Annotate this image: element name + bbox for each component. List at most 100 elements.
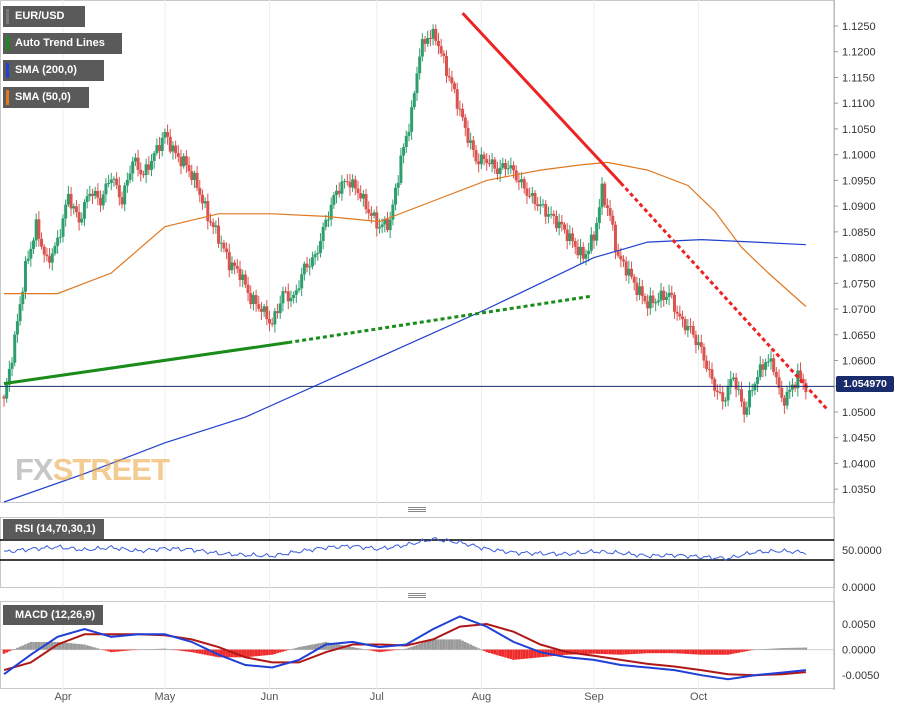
- macd-histogram-bar: [665, 649, 668, 654]
- macd-histogram-bar: [576, 649, 580, 655]
- candle-body: [335, 190, 339, 196]
- macd-histogram-bar: [587, 649, 590, 654]
- macd-histogram-bar: [509, 649, 513, 660]
- macd-histogram-bar: [536, 649, 539, 658]
- candle-body: [664, 296, 668, 300]
- macd-histogram-bar: [219, 649, 223, 658]
- candle-body: [436, 40, 440, 47]
- candle-body: [667, 292, 671, 297]
- macd-histogram-bar: [801, 647, 805, 650]
- macd-histogram-bar: [557, 649, 561, 656]
- candle-body: [187, 165, 191, 172]
- candle-body: [351, 179, 355, 188]
- candle-body: [348, 182, 352, 188]
- candle-body: [616, 251, 620, 256]
- macd-histogram-bar: [45, 641, 49, 650]
- candle-body: [396, 182, 400, 188]
- candle-body: [509, 165, 513, 169]
- candle-body: [367, 209, 371, 214]
- macd-histogram-bar: [168, 649, 172, 650]
- candle-body: [402, 147, 406, 156]
- candle-body: [718, 392, 722, 394]
- legend-sma50[interactable]: SMA (50,0): [3, 87, 89, 108]
- macd-histogram-bar: [356, 648, 360, 650]
- candle-body: [332, 195, 336, 205]
- candle-body: [445, 56, 448, 76]
- candle-body: [101, 194, 105, 206]
- macd-histogram-bar: [407, 647, 411, 650]
- macd-histogram-bar: [630, 649, 633, 655]
- current-price-tag: 1.054970: [836, 376, 894, 392]
- candle-body: [262, 306, 266, 312]
- candle-body: [158, 145, 162, 152]
- macd-histogram-bar: [539, 649, 542, 658]
- candle-body: [32, 240, 35, 249]
- macd-histogram-bar: [115, 649, 118, 652]
- macd-histogram-bar: [292, 648, 295, 650]
- candle-body: [343, 181, 347, 183]
- legend-eurusd[interactable]: EUR/USD: [3, 6, 85, 27]
- macd-histogram-bar: [662, 649, 666, 654]
- candle-body: [230, 262, 234, 271]
- macd-histogram-bar: [227, 649, 231, 658]
- macd-histogram-bar: [402, 648, 405, 650]
- macd-histogram-bar: [273, 649, 277, 654]
- candle-body: [302, 263, 306, 275]
- macd-histogram-bar: [678, 649, 682, 654]
- candle-body: [91, 193, 94, 196]
- macd-histogram-bar: [297, 647, 301, 650]
- y-tick-label: 1.1250: [842, 21, 876, 33]
- candle-body: [780, 387, 784, 398]
- candle-body: [439, 46, 443, 54]
- candle-body: [257, 304, 261, 309]
- macd-histogram-bar: [72, 643, 76, 650]
- macd-histogram-bar: [520, 649, 523, 660]
- legend-label-sma200: SMA (200,0): [15, 64, 77, 76]
- macd-histogram-bar: [362, 649, 365, 650]
- candle-body: [463, 117, 467, 129]
- macd-histogram-bar: [780, 648, 784, 650]
- candle-body: [471, 140, 475, 150]
- macd-histogram-bar: [75, 643, 78, 650]
- macd-histogram-bar: [619, 649, 623, 655]
- candle-body: [21, 291, 25, 305]
- macd-histogram-bar: [659, 649, 663, 654]
- macd-histogram-bar: [319, 642, 322, 650]
- candle-body: [745, 407, 749, 415]
- macd-histogram-bar: [91, 646, 94, 650]
- macd-histogram-bar: [657, 649, 660, 654]
- macd-histogram-bar: [32, 641, 35, 650]
- legend-trend-lines[interactable]: Auto Trend Lines: [3, 33, 122, 54]
- candle-body: [568, 233, 572, 242]
- macd-histogram-bar: [756, 649, 759, 650]
- macd-histogram-bar: [415, 644, 419, 650]
- candle-body: [56, 237, 60, 246]
- legend-sma200[interactable]: SMA (200,0): [3, 60, 104, 81]
- candle-body: [123, 185, 127, 205]
- macd-histogram-bar: [726, 649, 730, 655]
- macd-histogram-bar: [573, 649, 577, 655]
- macd-histogram-bar: [150, 649, 153, 650]
- candle-body: [222, 242, 226, 249]
- macd-histogram-bar: [64, 642, 67, 650]
- macd-histogram-bar: [241, 649, 244, 658]
- macd-histogram-bar: [77, 643, 81, 650]
- candle-body: [300, 274, 304, 289]
- macd-histogram-bar: [496, 649, 499, 656]
- macd-histogram-bar: [24, 644, 27, 650]
- resize-handle-rsi[interactable]: [408, 507, 426, 512]
- macd-histogram-bar: [579, 649, 582, 655]
- macd-histogram-bar: [262, 649, 266, 656]
- candle-body: [327, 219, 330, 221]
- candle-body: [139, 169, 143, 175]
- macd-histogram-bar: [458, 639, 462, 650]
- macd-histogram-bar: [705, 649, 708, 655]
- candle-body: [104, 183, 108, 195]
- candle-body: [525, 188, 529, 196]
- resize-handle-macd[interactable]: [408, 593, 426, 598]
- macd-histogram-bar: [26, 643, 30, 650]
- macd-histogram-bar: [737, 649, 741, 653]
- candle-body: [399, 155, 403, 183]
- y-tick-label: 1.1000: [842, 150, 876, 162]
- x-tick-label: Jul: [370, 691, 384, 703]
